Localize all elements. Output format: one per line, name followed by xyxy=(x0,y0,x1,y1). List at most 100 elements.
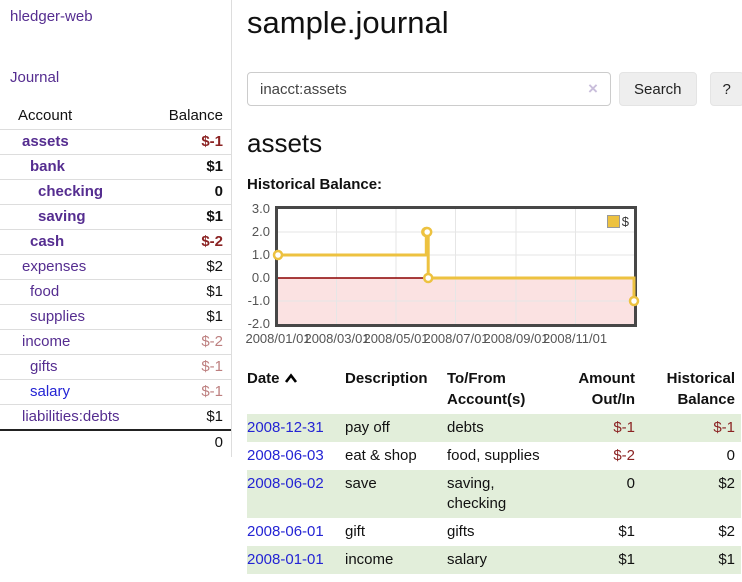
account-link-expenses[interactable]: expenses xyxy=(22,258,87,275)
transaction-description: pay off xyxy=(345,419,390,436)
y-axis-tick-label: 0.0 xyxy=(251,270,270,285)
register-table: Date Description To/From Account(s) Amou… xyxy=(247,366,741,574)
transaction-amount: $-2 xyxy=(613,447,635,464)
search-button[interactable]: Search xyxy=(619,72,697,106)
account-link-supplies[interactable]: supplies xyxy=(30,308,86,325)
transaction-date-link[interactable]: 2008-01-01 xyxy=(247,551,324,568)
accounts-table: Account Balance assets $-1 bank $1 checking 0… xyxy=(0,104,231,455)
transaction-description: save xyxy=(345,475,377,492)
account-row: supplies $1 xyxy=(0,304,231,330)
x-axis-tick-label: 2008/11/01 xyxy=(542,331,608,346)
search-input[interactable] xyxy=(247,72,611,106)
account-balance: $-1 xyxy=(151,379,231,405)
y-axis-tick-label: 3.0 xyxy=(251,201,270,216)
x-axis-tick-label: 2008/01/01 xyxy=(245,331,311,346)
account-row: saving $1 xyxy=(0,204,231,230)
account-link-assets[interactable]: assets xyxy=(22,133,69,150)
account-row: expenses $2 xyxy=(0,254,231,280)
account-row: checking 0 xyxy=(0,179,231,205)
transaction-balance: $-1 xyxy=(713,419,735,436)
page-title: sample.journal xyxy=(247,5,449,40)
account-row: cash $-2 xyxy=(0,229,231,255)
account-row: gifts $-1 xyxy=(0,354,231,380)
x-axis-tick-label: 2008/05/01 xyxy=(363,331,429,346)
account-balance: $1 xyxy=(151,154,231,180)
account-link-salary[interactable]: salary xyxy=(30,383,71,400)
register-header-row: Date Description To/From Account(s) Amou… xyxy=(247,366,741,414)
y-axis-tick-label: -2.0 xyxy=(247,316,270,331)
account-row: bank $1 xyxy=(0,154,231,180)
transaction-balance: $1 xyxy=(718,551,735,568)
account-row: assets $-1 xyxy=(0,129,231,155)
sidebar: hledger-web Journal Account Balance asse… xyxy=(0,0,232,457)
transaction-amount: $1 xyxy=(618,523,635,540)
transaction-accounts: debts xyxy=(447,419,484,436)
account-link-food[interactable]: food xyxy=(30,283,60,300)
account-row: income $-2 xyxy=(0,329,231,355)
transaction-amount: $-1 xyxy=(613,419,635,436)
chart-plot-area: $ xyxy=(272,206,640,327)
help-button[interactable]: ? xyxy=(709,72,742,106)
sidebar-item-journal[interactable]: Journal xyxy=(10,69,60,86)
register-row: 2008-06-01 gift gifts $1 $2 xyxy=(247,518,741,546)
x-axis-tick-label: 2008/03/01 xyxy=(304,331,370,346)
amount-column-header: Amount Out/In xyxy=(578,370,635,408)
transaction-date-link[interactable]: 2008-06-01 xyxy=(247,523,324,540)
date-column-header: Date xyxy=(247,366,345,414)
transaction-accounts: food, supplies xyxy=(447,447,540,464)
account-balance: $1 xyxy=(151,279,231,305)
brand-link[interactable]: hledger-web xyxy=(10,8,93,25)
account-link-liabilities-debts[interactable]: liabilities:debts xyxy=(22,408,120,425)
account-link-cash[interactable]: cash xyxy=(30,233,65,250)
transaction-description: income xyxy=(345,551,394,568)
historical-balance-chart: $ 3.0 2.0 1.0 0.0 -1.0 -2.0 2008/01/01 2008/03/… xyxy=(245,201,742,350)
transaction-date-link[interactable]: 2008-06-03 xyxy=(247,447,324,464)
accounts-total-balance: 0 xyxy=(151,429,231,455)
balance-column-header-register: Historical Balance xyxy=(666,370,735,408)
chart-svg xyxy=(272,209,640,324)
balance-column-header: Balance xyxy=(168,107,223,124)
y-axis-tick-label: -1.0 xyxy=(247,293,270,308)
account-link-checking[interactable]: checking xyxy=(38,183,104,200)
account-link-income[interactable]: income xyxy=(22,333,71,350)
account-link-bank[interactable]: bank xyxy=(30,158,66,175)
account-balance: $2 xyxy=(151,254,231,280)
transaction-accounts: gifts xyxy=(447,523,475,540)
register-row: 2008-01-01 income salary $1 $1 xyxy=(247,546,741,574)
register-row: 2008-06-02 save saving, checking 0 $2 xyxy=(247,470,741,518)
main-content: sample.journal × Search ? assets Histori… xyxy=(232,0,742,574)
account-link-saving[interactable]: saving xyxy=(38,208,86,225)
x-axis-tick-label: 2008/09/01 xyxy=(483,331,549,346)
register-row: 2008-06-03 eat & shop food, supplies $-2 0 xyxy=(247,442,741,470)
chart-title: Historical Balance: xyxy=(247,176,383,193)
account-row: salary $-1 xyxy=(0,379,231,405)
transaction-date-link[interactable]: 2008-06-02 xyxy=(247,475,324,492)
y-axis-tick-label: 2.0 xyxy=(251,224,270,239)
accounts-table-header: Account Balance xyxy=(0,104,231,130)
transaction-description: gift xyxy=(345,523,366,540)
search-form: × Search ? xyxy=(247,72,742,106)
transaction-balance: $2 xyxy=(718,475,735,492)
account-row: food $1 xyxy=(0,279,231,305)
account-row: liabilities:debts $1 xyxy=(0,404,231,430)
transaction-amount: $1 xyxy=(618,551,635,568)
register-table-body: 2008-12-31 pay off debts $-1 $-1 2008-06-03 ea… xyxy=(247,414,741,574)
accounts-total-row: 0 xyxy=(0,429,231,455)
transaction-accounts: saving, checking xyxy=(447,475,507,512)
y-axis-tick-label: 1.0 xyxy=(251,247,270,262)
account-balance: $-2 xyxy=(151,229,231,255)
account-balance: 0 xyxy=(151,179,231,205)
transaction-date-link[interactable]: 2008-12-31 xyxy=(247,419,324,436)
clear-search-icon[interactable]: × xyxy=(588,79,598,98)
transaction-balance: 0 xyxy=(726,447,735,464)
transaction-balance: $2 xyxy=(718,523,735,540)
account-balance: $1 xyxy=(151,404,231,430)
accounts-table-body: assets $-1 bank $1 checking 0 saving $1 cash $-2 e… xyxy=(0,129,231,430)
transaction-description: eat & shop xyxy=(345,447,417,464)
account-balance: $-1 xyxy=(151,129,231,155)
description-column-header: Description xyxy=(345,370,428,387)
account-link-gifts[interactable]: gifts xyxy=(30,358,58,375)
accounts-column-header: To/From Account(s) xyxy=(447,370,526,408)
account-heading: assets xyxy=(247,128,323,158)
account-column-header: Account xyxy=(18,107,73,124)
